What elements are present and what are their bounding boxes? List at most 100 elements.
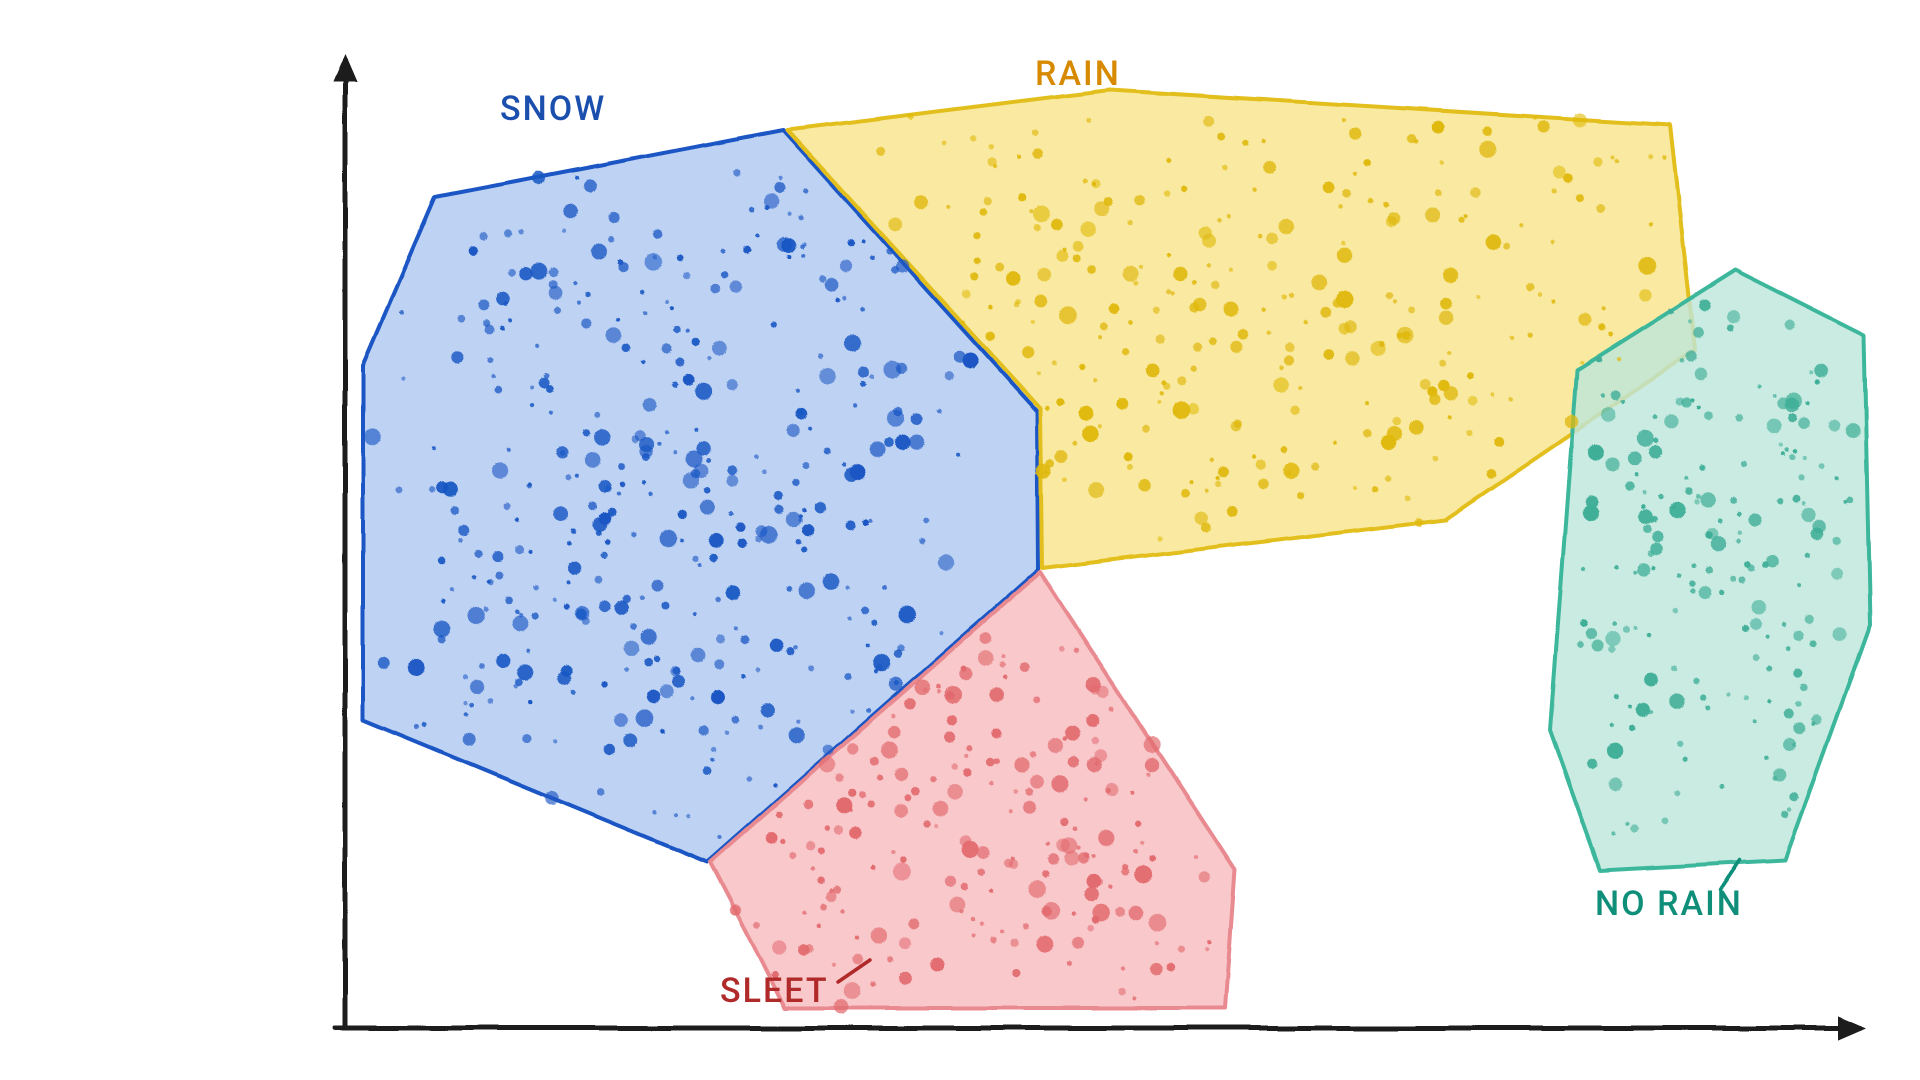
scatter-dot bbox=[803, 462, 810, 469]
scatter-dot bbox=[686, 329, 690, 333]
scatter-dot bbox=[1256, 459, 1266, 469]
scatter-dot bbox=[433, 621, 450, 638]
scatter-dot bbox=[730, 280, 742, 292]
scatter-dot bbox=[643, 311, 647, 315]
scatter-dot bbox=[1805, 553, 1810, 558]
scatter-dot bbox=[1648, 551, 1654, 557]
scatter-dot bbox=[1273, 377, 1288, 392]
scatter-dot bbox=[1706, 566, 1713, 573]
scatter-dot bbox=[568, 561, 581, 574]
scatter-dot bbox=[1063, 736, 1068, 741]
scatter-dot bbox=[884, 437, 894, 447]
scatter-dot bbox=[1205, 947, 1209, 951]
scatter-dot bbox=[532, 612, 539, 619]
scatter-dot bbox=[989, 889, 993, 893]
scatter-dot bbox=[676, 358, 685, 367]
scatter-dot bbox=[1633, 626, 1637, 630]
scatter-dot bbox=[930, 957, 944, 971]
scatter-dot bbox=[786, 586, 792, 592]
scatter-dot bbox=[844, 335, 861, 352]
scatter-dot bbox=[1693, 327, 1704, 338]
scatter-dot bbox=[766, 832, 778, 844]
scatter-dot bbox=[553, 739, 557, 743]
scatter-dot bbox=[1735, 414, 1743, 422]
scatter-dot bbox=[1767, 699, 1771, 703]
scatter-dot bbox=[1059, 646, 1065, 652]
scatter-dot bbox=[819, 275, 826, 282]
scatter-dot bbox=[1229, 268, 1233, 272]
scatter-dot bbox=[1615, 159, 1619, 163]
scatter-dot bbox=[467, 607, 484, 624]
scatter-dot bbox=[1719, 784, 1724, 789]
scatter-dot bbox=[1407, 134, 1416, 143]
scatter-dot bbox=[1785, 447, 1789, 451]
scatter-dot bbox=[1072, 441, 1077, 446]
scatter-dot bbox=[726, 475, 738, 487]
scatter-dot bbox=[1364, 159, 1371, 166]
scatter-dot bbox=[1342, 189, 1351, 198]
scatter-dot bbox=[1205, 489, 1209, 493]
scatter-dot bbox=[780, 839, 785, 844]
scatter-dot bbox=[1064, 851, 1079, 866]
scatter-dot bbox=[654, 656, 660, 662]
scatter-dot bbox=[1738, 576, 1745, 583]
scatter-dot bbox=[1080, 221, 1095, 236]
scatter-dot bbox=[923, 518, 929, 524]
scatter-dot bbox=[1014, 757, 1029, 772]
scatter-dot bbox=[1719, 590, 1724, 595]
scatter-dot bbox=[660, 530, 678, 548]
scatter-dot bbox=[1833, 537, 1841, 545]
scatter-dot bbox=[716, 634, 725, 643]
scatter-dot bbox=[1290, 406, 1299, 415]
scatter-dot bbox=[1803, 456, 1807, 460]
scatter-dot bbox=[970, 135, 976, 141]
scatter-dot bbox=[1782, 622, 1787, 627]
scatter-dot bbox=[961, 321, 965, 325]
scatter-dot bbox=[1470, 187, 1480, 197]
scatter-dot bbox=[399, 310, 403, 314]
scatter-dot bbox=[1037, 371, 1041, 375]
scatter-dot bbox=[959, 909, 963, 913]
scatter-dot bbox=[1134, 195, 1145, 206]
scatter-dot bbox=[889, 677, 903, 691]
scatter-dot bbox=[1323, 182, 1335, 194]
scatter-dot bbox=[1238, 329, 1249, 340]
scatter-dot bbox=[1297, 492, 1304, 499]
scatter-dot bbox=[567, 541, 572, 546]
scatter-dot bbox=[946, 205, 950, 209]
scatter-dot bbox=[1133, 281, 1138, 286]
scatter-dot bbox=[1087, 925, 1093, 931]
scatter-dot bbox=[563, 204, 578, 219]
scatter-dot bbox=[1829, 420, 1841, 432]
scatter-dot bbox=[1279, 219, 1294, 234]
scatter-dot bbox=[1680, 358, 1685, 363]
scatter-dot bbox=[1397, 327, 1414, 344]
scatter-dot bbox=[429, 486, 435, 492]
scatter-dot bbox=[1637, 430, 1654, 447]
scatter-dot bbox=[888, 726, 900, 738]
scatter-dot bbox=[1098, 335, 1102, 339]
scatter-dot bbox=[1705, 705, 1710, 710]
scatter-dot bbox=[571, 528, 576, 533]
scatter-dot bbox=[1166, 158, 1171, 163]
scatter-dot bbox=[870, 255, 875, 260]
scatter-dot bbox=[923, 820, 930, 827]
scatter-dot bbox=[987, 157, 996, 166]
scatter-dot bbox=[1044, 470, 1048, 474]
scatter-dot bbox=[1127, 464, 1133, 470]
scatter-dot bbox=[683, 374, 695, 386]
scatter-dot bbox=[844, 467, 859, 482]
scatter-dot bbox=[564, 604, 570, 610]
scatter-dot bbox=[862, 239, 866, 243]
scatter-dot bbox=[1793, 631, 1803, 641]
scatter-dot bbox=[774, 491, 783, 500]
scatter-dot bbox=[614, 713, 628, 727]
scatter-dot bbox=[717, 835, 721, 839]
scatter-dot bbox=[1487, 469, 1497, 479]
scatter-dot bbox=[721, 249, 726, 254]
scatter-dot bbox=[1311, 463, 1319, 471]
scatter-dot bbox=[1142, 425, 1150, 433]
scatter-dot bbox=[1018, 193, 1026, 201]
scatter-dot bbox=[571, 690, 576, 695]
scatter-dot bbox=[1015, 299, 1021, 305]
